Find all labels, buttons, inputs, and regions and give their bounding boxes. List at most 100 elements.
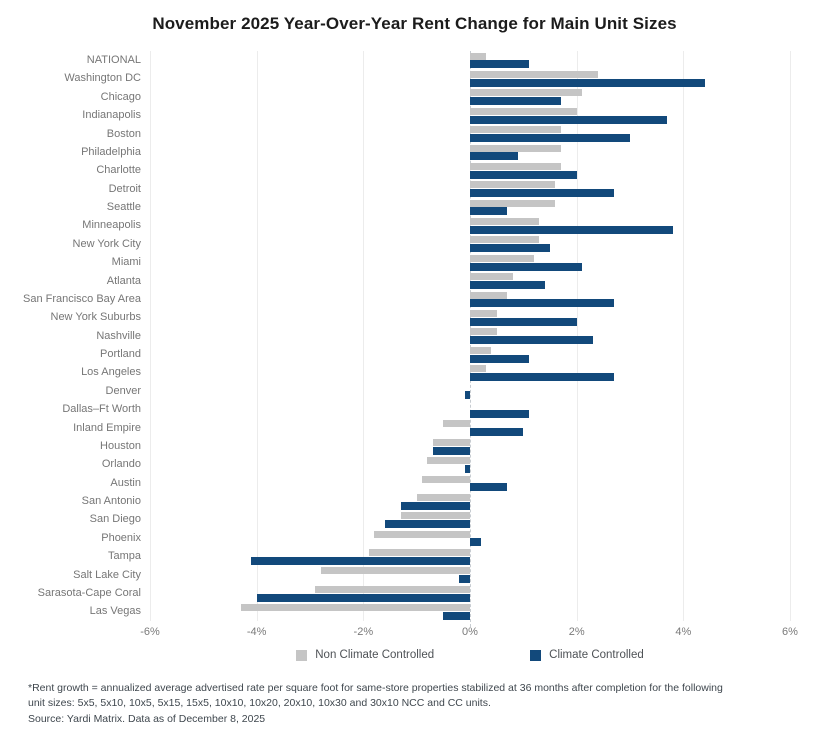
bar-non-climate-controlled [470,89,582,97]
bar-non-climate-controlled [470,52,486,60]
bar-non-climate-controlled [470,199,556,207]
bar-climate-controlled [470,262,582,271]
bar-climate-controlled [470,225,673,234]
footnote-note: *Rent growth = annualized average advert… [28,682,723,710]
x-tick-label: -6% [140,626,160,638]
bar-climate-controlled [443,612,470,620]
gridline [790,51,791,621]
footnote-source: Source: Yardi Matrix. Data as of Decembe… [28,713,266,726]
bar-non-climate-controlled [470,70,598,78]
gridline [363,51,365,621]
bar-non-climate-controlled [470,291,508,299]
bar-non-climate-controlled [368,549,470,557]
gridline [683,51,685,621]
bar-climate-controlled [400,501,470,510]
legend-swatch-icon [296,649,308,661]
category-label: Atlanta [106,274,141,287]
bar-climate-controlled [470,133,630,142]
bar-climate-controlled [251,556,470,565]
category-label: Minneapolis [82,219,141,232]
chart: NATIONAL Washington DC Chicago Indianapolis… [8,51,829,627]
category-label: New York City [72,237,141,250]
category-label: Washington DC [64,72,141,85]
category-label: Phoenix [101,531,141,544]
bar-non-climate-controlled [432,438,470,446]
category-label: Austin [110,476,141,489]
category-label: San Diego [89,513,141,526]
bar-non-climate-controlled [470,310,497,318]
bar-non-climate-controlled [400,512,470,520]
bar-non-climate-controlled [470,273,513,281]
category-label: Nashville [96,329,141,342]
bar-climate-controlled [256,593,470,602]
legend-item-climate-controlled: Climate Controlled [530,649,644,661]
category-label: Philadelphia [81,145,141,158]
bar-non-climate-controlled [443,420,470,428]
legend-label: Climate Controlled [549,649,644,661]
bar-non-climate-controlled [470,236,540,244]
x-tick-label: 6% [782,626,798,638]
bar-non-climate-controlled [416,493,470,501]
category-label: Inland Empire [73,421,141,434]
bar-climate-controlled [470,244,550,253]
bar-climate-controlled [470,428,524,437]
bar-non-climate-controlled [470,107,577,115]
bar-non-climate-controlled [470,162,561,170]
gridline [150,51,151,621]
bar-climate-controlled [470,372,614,381]
bar-non-climate-controlled [422,475,470,483]
category-label: Portland [100,348,141,360]
bar-climate-controlled [384,520,470,529]
bar-climate-controlled [470,189,614,198]
bar-climate-controlled [470,170,577,179]
bar-non-climate-controlled [470,365,486,373]
bar-non-climate-controlled [427,457,470,465]
chart-title: November 2025 Year-Over-Year Rent Change… [152,14,677,33]
bar-climate-controlled [470,152,518,161]
category-label: San Antonio [81,495,141,507]
bar-climate-controlled [459,575,470,584]
category-label: Miami [111,256,141,269]
category-label: Salt Lake City [73,568,141,581]
x-tick-label: 4% [675,626,692,638]
category-label: Denver [105,384,141,397]
gridline [256,51,258,621]
legend-swatch-icon [530,649,542,661]
legend: Non Climate Controlled Climate Controlled [150,649,790,661]
category-label: San Francisco Bay Area [22,292,141,305]
bar-non-climate-controlled [470,144,561,152]
category-label: Sarasota-Cape Coral [37,586,141,599]
footnote: *Rent growth = annualized average advert… [28,681,728,728]
category-label: Houston [100,439,141,452]
category-label: Indianapolis [82,109,141,122]
legend-item-non-climate-controlled: Non Climate Controlled [296,649,434,661]
bar-climate-controlled [432,446,470,455]
bar-non-climate-controlled [470,218,540,226]
category-label: Seattle [106,201,141,213]
bar-non-climate-controlled [470,328,497,336]
bar-non-climate-controlled [240,604,470,612]
category-label: Boston [106,127,141,140]
bar-climate-controlled [470,409,529,418]
category-label: Tampa [107,550,141,563]
bar-climate-controlled [470,78,705,87]
bar-climate-controlled [470,538,481,547]
bar-climate-controlled [470,317,577,326]
x-axis: -6% -4% -2% 0% 2% 4% 6% [140,621,798,643]
category-label: NATIONAL [86,54,141,66]
bar-climate-controlled [470,483,508,492]
bar-non-climate-controlled [470,126,561,134]
category-label: Charlotte [96,164,141,177]
bar-climate-controlled [470,336,593,345]
category-label: Detroit [108,182,141,195]
x-tick-label: -2% [353,626,374,638]
bar-non-climate-controlled [320,567,470,575]
bar-non-climate-controlled [470,346,492,354]
legend-label: Non Climate Controlled [315,649,435,661]
gridline [576,51,578,621]
bar-climate-controlled [470,207,508,216]
bar-non-climate-controlled [470,254,534,262]
category-label: Chicago [100,90,141,103]
bar-climate-controlled [464,391,470,400]
